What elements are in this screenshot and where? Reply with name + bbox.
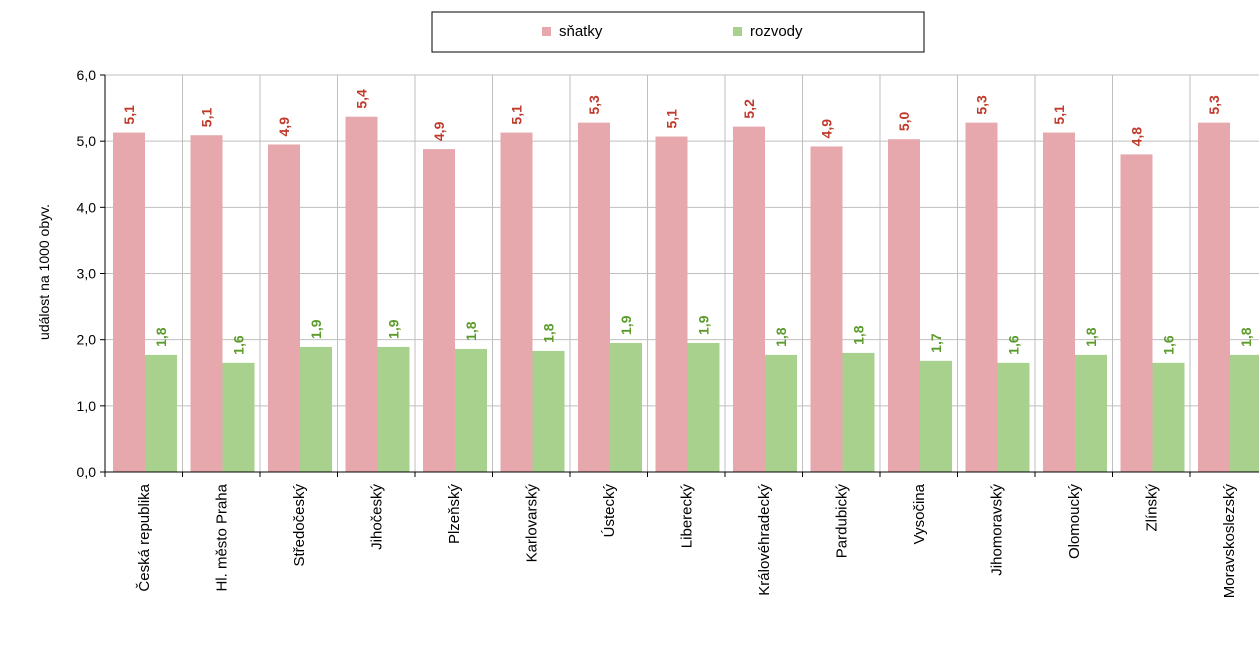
- data-labels: 5,1 5,1 4,9 5,4 4,9 5,1 5,3 5,1 5,2 4,9 5,0 5,3 5,1 4…: [121, 89, 1254, 355]
- data-label-snatky: 5,3: [586, 95, 602, 115]
- data-label-rozvody: 1,6: [1161, 335, 1177, 355]
- y-tick-label: 5,0: [77, 133, 97, 149]
- data-label-rozvody: 1,9: [308, 319, 324, 339]
- data-label-snatky: 5,1: [1051, 105, 1067, 125]
- data-label-snatky: 5,0: [896, 112, 912, 132]
- category-label: Karlovarský: [523, 484, 540, 563]
- bar-snatky: [500, 132, 533, 472]
- y-tick-labels: 0,0 1,0 2,0 3,0 4,0 5,0 6,0: [77, 67, 97, 480]
- category-labels: Česká republika Hl. město Praha Středočesk…: [136, 483, 1238, 598]
- category-label: Zlínský: [1143, 484, 1160, 532]
- category-label: Olomoucký: [1066, 484, 1083, 560]
- y-axis-label: událost na 1000 obyv.: [36, 204, 52, 340]
- data-label-snatky: 5,4: [354, 89, 370, 109]
- data-label-snatky: 5,2: [741, 99, 757, 119]
- data-label-rozvody: 1,8: [1083, 327, 1099, 347]
- category-label: Ústecký: [601, 484, 618, 538]
- bar-snatky: [655, 136, 688, 472]
- bar-rozvody: [222, 362, 255, 472]
- data-label-rozvody: 1,7: [928, 333, 944, 353]
- legend-label-rozvody: rozvody: [750, 23, 803, 40]
- data-label-snatky: 5,3: [1206, 95, 1222, 115]
- category-label: Vysočina: [911, 483, 928, 544]
- bar-rozvody: [610, 342, 642, 472]
- data-label-snatky: 4,8: [1129, 127, 1145, 147]
- data-label-snatky: 5,1: [199, 108, 215, 128]
- y-tick-label: 3,0: [77, 266, 97, 282]
- data-label-rozvody: 1,8: [1238, 327, 1254, 347]
- data-label-snatky: 4,9: [431, 121, 447, 141]
- data-label-rozvody: 1,8: [851, 325, 867, 345]
- legend: sňatky rozvody: [431, 11, 925, 53]
- bar-rozvody: [455, 348, 487, 472]
- y-tick-label: 2,0: [77, 332, 97, 348]
- bar-rozvody: [145, 354, 177, 472]
- bar-snatky: [268, 144, 300, 472]
- category-label: Česká republika: [136, 483, 153, 591]
- bar-snatky: [1198, 122, 1230, 472]
- axes: [100, 74, 1259, 477]
- category-label: Královéhradecký: [756, 484, 773, 596]
- bar-rozvody: [920, 360, 952, 472]
- category-label: Plzeňský: [446, 484, 463, 545]
- legend-swatch-rozvody: [733, 27, 742, 36]
- data-label-snatky: 5,1: [664, 109, 680, 129]
- bars: [113, 116, 1259, 473]
- bar-rozvody: [532, 350, 565, 472]
- data-label-rozvody: 1,9: [618, 315, 634, 335]
- bar-snatky: [965, 122, 998, 472]
- data-label-snatky: 5,3: [974, 95, 990, 115]
- bar-snatky: [113, 132, 145, 472]
- legend-label-snatky: sňatky: [559, 23, 603, 40]
- category-label: Středočeský: [291, 484, 308, 567]
- category-label: Jihomoravský: [988, 484, 1005, 576]
- bar-rozvody: [1075, 354, 1107, 472]
- bar-snatky: [810, 146, 843, 472]
- data-label-rozvody: 1,6: [1006, 335, 1022, 355]
- legend-box: [431, 11, 925, 53]
- data-label-rozvody: 1,8: [773, 327, 789, 347]
- y-tick-label: 1,0: [77, 398, 97, 414]
- bar-rozvody: [300, 346, 332, 472]
- data-label-snatky: 5,1: [509, 105, 525, 125]
- category-label: Hl. město Praha: [213, 483, 230, 591]
- category-label: Moravskoslezský: [1221, 484, 1238, 599]
- bar-snatky: [733, 126, 765, 473]
- data-label-snatky: 4,9: [276, 117, 292, 137]
- bar-snatky: [1120, 154, 1153, 472]
- bar-snatky: [888, 139, 920, 472]
- bar-snatky: [423, 149, 455, 472]
- bar-rozvody: [997, 362, 1030, 472]
- data-label-rozvody: 1,8: [463, 321, 479, 341]
- bar-snatky: [190, 135, 223, 472]
- data-label-rozvody: 1,8: [541, 323, 557, 343]
- category-label: Pardubický: [833, 484, 850, 559]
- bar-rozvody: [377, 346, 410, 472]
- y-tick-label: 0,0: [77, 464, 97, 480]
- y-tick-label: 4,0: [77, 199, 97, 215]
- data-label-snatky: 5,1: [121, 105, 137, 125]
- data-label-rozvody: 1,9: [386, 319, 402, 339]
- bar-rozvody: [1230, 354, 1259, 472]
- y-tick-label: 6,0: [77, 67, 97, 83]
- category-label: Jihočeský: [368, 484, 385, 550]
- data-label-snatky: 4,9: [819, 119, 835, 139]
- bar-rozvody: [1152, 362, 1185, 472]
- data-label-rozvody: 1,8: [153, 327, 169, 347]
- data-label-rozvody: 1,6: [231, 335, 247, 355]
- bar-snatky: [1043, 132, 1075, 472]
- data-label-rozvody: 1,9: [696, 315, 712, 335]
- bar-rozvody: [687, 342, 720, 472]
- bar-snatky: [578, 122, 610, 472]
- bar-snatky: [345, 116, 378, 472]
- legend-swatch-snatky: [542, 27, 551, 36]
- bar-rozvody: [765, 354, 797, 472]
- bar-rozvody: [842, 352, 875, 472]
- category-label: Liberecký: [678, 484, 695, 549]
